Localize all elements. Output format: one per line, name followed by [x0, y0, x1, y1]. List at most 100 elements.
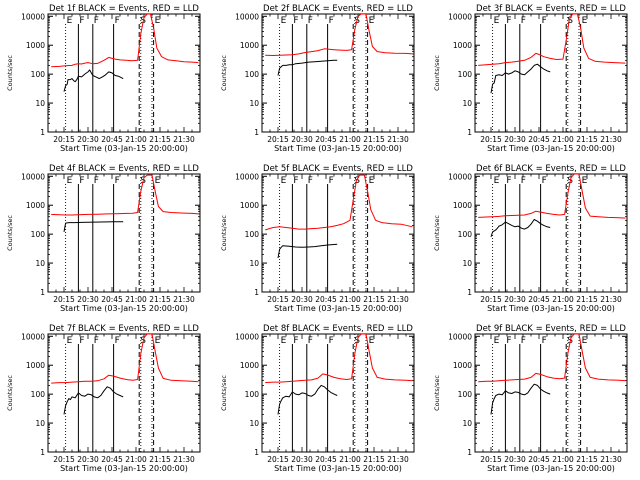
x-tick-label: 20:30 [504, 135, 526, 144]
plot-frame [261, 333, 415, 453]
series-group [51, 334, 199, 415]
marker-label: E [582, 176, 588, 186]
marker-label: F [308, 16, 313, 26]
series-line-lld [51, 174, 199, 216]
x-tick-label: 20:15 [53, 295, 75, 304]
y-tick-label: 10000 [448, 172, 472, 181]
x-tick-label: 21:30 [387, 295, 409, 304]
panel-title: Det 1f BLACK = Events, RED = LLD [49, 4, 199, 14]
x-tick-label: 20:45 [315, 455, 337, 464]
marker-label: E [281, 176, 287, 186]
panel-title: Det 4f BLACK = Events, RED = LLD [49, 164, 199, 174]
series-line-lld [478, 334, 626, 383]
y-axis-label: Counts/sec [220, 55, 228, 91]
marker-label: F [293, 336, 298, 346]
y-tick-label: 10 [462, 259, 472, 268]
y-tick-label: 10 [35, 419, 45, 428]
y-axis-label: Counts/sec [433, 55, 441, 91]
x-tick-label: 20:45 [101, 135, 123, 144]
x-tick-label: 20:30 [291, 295, 313, 304]
x-tick-label: 21:30 [387, 455, 409, 464]
y-tick-label: 10000 [448, 332, 472, 341]
x-tick-label: 21:15 [576, 455, 598, 464]
y-tick-label: 10 [35, 99, 45, 108]
x-tick-label: 20:15 [267, 295, 289, 304]
x-tick-label: 21:15 [363, 135, 385, 144]
marker-label: F [94, 176, 99, 186]
marker-label: F [329, 336, 334, 346]
x-tick-label: 21:00 [552, 295, 574, 304]
marker-label: S [567, 16, 573, 26]
y-tick-label: 1 [254, 128, 259, 137]
y-axis-label: Counts/sec [433, 375, 441, 411]
panel-det-8: Det 8f BLACK = Events, RED = LLD 1 10 100 10… [220, 324, 415, 473]
y-tick-label: 1000 [453, 201, 472, 210]
marker-label: F [542, 176, 547, 186]
series-line-events [490, 63, 551, 94]
series-line-lld [51, 14, 199, 68]
series-group [51, 14, 199, 92]
marker-label: S [354, 176, 360, 186]
x-axis-label: Start Time (03-Jan-15 20:00:00) [274, 464, 402, 473]
panel-det-7: Det 7f BLACK = Events, RED = LLD 1 10 100 10… [6, 324, 201, 473]
y-tick-label: 10 [462, 99, 472, 108]
x-tick-label: 21:30 [600, 455, 622, 464]
y-tick-label: 10000 [448, 12, 472, 21]
plot-frame [47, 333, 201, 453]
y-tick-label: 1000 [240, 361, 259, 370]
x-tick-label: 20:15 [480, 455, 502, 464]
marker-label: E [67, 16, 73, 26]
y-axis-label: Counts/sec [433, 215, 441, 251]
marker-label: E [155, 176, 161, 186]
y-tick-label: 10 [249, 419, 259, 428]
x-tick-label: 21:30 [173, 295, 195, 304]
series-group [51, 174, 199, 232]
marker-label: E [582, 336, 588, 346]
x-tick-label: 20:45 [528, 135, 550, 144]
x-tick-label: 21:30 [173, 455, 195, 464]
panel-det-5: Det 5f BLACK = Events, RED = LLD 1 10 100 10… [220, 164, 415, 313]
marker-label: F [293, 16, 298, 26]
panel-title: Det 2f BLACK = Events, RED = LLD [263, 4, 413, 14]
x-axis-label: Start Time (03-Jan-15 20:00:00) [60, 464, 188, 473]
marker-label: F [79, 16, 84, 26]
marker-label: E [155, 16, 161, 26]
x-tick-label: 20:15 [267, 135, 289, 144]
x-tick-label: 20:45 [101, 455, 123, 464]
marker-label: F [115, 176, 120, 186]
marker-label: E [582, 16, 588, 26]
plot-frame [474, 13, 628, 133]
x-tick-label: 21:15 [363, 455, 385, 464]
marker-label: F [506, 176, 511, 186]
x-tick-label: 20:30 [77, 295, 99, 304]
x-tick-label: 20:45 [528, 295, 550, 304]
y-tick-label: 10000 [21, 12, 45, 21]
x-tick-label: 21:30 [387, 135, 409, 144]
x-tick-label: 20:45 [315, 295, 337, 304]
x-axis-label: Start Time (03-Jan-15 20:00:00) [487, 464, 615, 473]
y-tick-label: 1000 [240, 41, 259, 50]
y-tick-label: 1000 [26, 41, 45, 50]
marker-label: E [155, 336, 161, 346]
series-group [265, 334, 413, 415]
x-tick-label: 21:00 [125, 455, 147, 464]
y-tick-label: 100 [245, 70, 260, 79]
series-line-events [63, 221, 124, 232]
marker-label: E [369, 176, 375, 186]
y-tick-label: 1 [40, 448, 45, 457]
series-line-lld [478, 174, 626, 219]
marker-label: E [281, 336, 287, 346]
y-tick-label: 10000 [21, 172, 45, 181]
panel-title: Det 3f BLACK = Events, RED = LLD [476, 4, 626, 14]
series-line-events [277, 59, 338, 76]
panel-det-4: Det 4f BLACK = Events, RED = LLD 1 10 100 10… [6, 164, 201, 313]
x-axis-label: Start Time (03-Jan-15 20:00:00) [274, 144, 402, 153]
y-tick-label: 100 [458, 230, 473, 239]
panel-det-6: Det 6f BLACK = Events, RED = LLD 1 10 100 10… [433, 164, 628, 313]
marker-label: F [506, 16, 511, 26]
x-tick-label: 21:00 [339, 295, 361, 304]
marker-label: F [79, 336, 84, 346]
panel-title: Det 7f BLACK = Events, RED = LLD [49, 324, 199, 334]
marker-label: E [494, 336, 500, 346]
y-tick-label: 100 [458, 70, 473, 79]
